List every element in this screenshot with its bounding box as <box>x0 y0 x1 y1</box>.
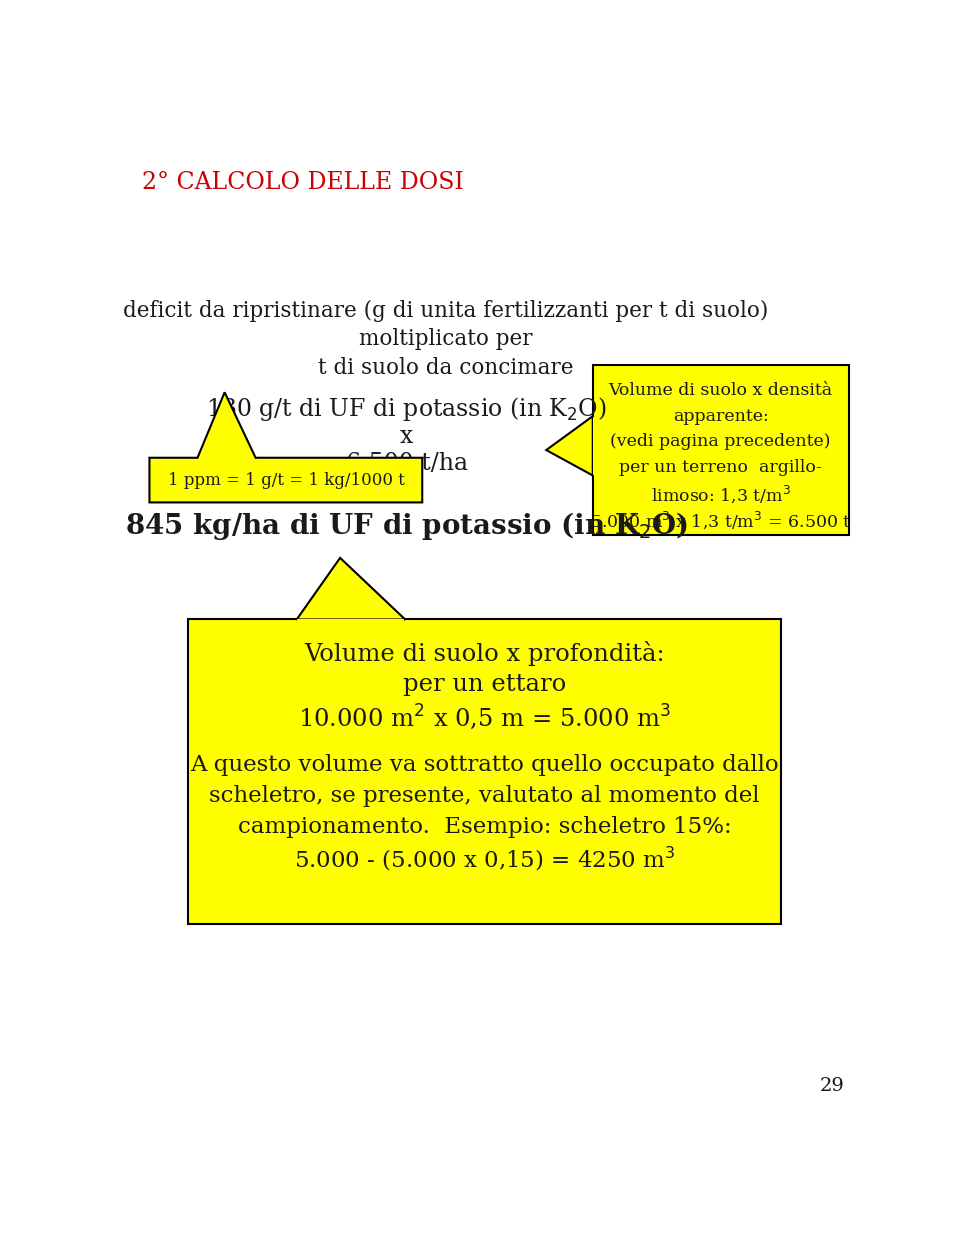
Text: 5.000 - (5.000 x 0,15) = 4250 m$^3$: 5.000 - (5.000 x 0,15) = 4250 m$^3$ <box>294 845 675 874</box>
Text: 29: 29 <box>820 1077 845 1096</box>
Text: scheletro, se presente, valutato al momento del: scheletro, se presente, valutato al mome… <box>209 785 760 807</box>
Text: deficit da ripristinare (g di unita fertilizzanti per t di suolo): deficit da ripristinare (g di unita fert… <box>123 300 768 322</box>
Text: apparente:: apparente: <box>673 408 769 424</box>
Text: per un ettaro: per un ettaro <box>403 674 566 696</box>
Polygon shape <box>150 392 422 503</box>
Text: 1 ppm = 1 g/t = 1 kg/1000 t: 1 ppm = 1 g/t = 1 kg/1000 t <box>168 472 405 488</box>
Text: t di suolo da concimare: t di suolo da concimare <box>318 357 573 379</box>
FancyBboxPatch shape <box>592 366 849 534</box>
Text: =: = <box>396 480 417 504</box>
Text: 845 kg/ha di UF di potassio (in K$_2$O): 845 kg/ha di UF di potassio (in K$_2$O) <box>125 510 688 542</box>
Text: Volume di suolo x profondità:: Volume di suolo x profondità: <box>304 641 665 666</box>
Polygon shape <box>546 416 592 475</box>
Text: 5.000 m$^3$ x 1,3 t/m$^3$ = 6.500 t: 5.000 m$^3$ x 1,3 t/m$^3$ = 6.500 t <box>589 509 852 530</box>
Text: 2° CALCOLO DELLE DOSI: 2° CALCOLO DELLE DOSI <box>142 171 464 195</box>
Text: A questo volume va sottratto quello occupato dallo: A questo volume va sottratto quello occu… <box>190 754 779 776</box>
Text: limoso: 1,3 t/m$^3$: limoso: 1,3 t/m$^3$ <box>651 484 791 505</box>
Polygon shape <box>297 558 405 619</box>
Text: 6.500 t/ha: 6.500 t/ha <box>346 452 468 475</box>
Text: moltiplicato per: moltiplicato per <box>359 328 532 351</box>
Text: per un terreno  argillo-: per un terreno argillo- <box>619 458 822 475</box>
Text: campionamento.  Esempio: scheletro 15%:: campionamento. Esempio: scheletro 15%: <box>238 816 732 837</box>
Polygon shape <box>298 619 404 623</box>
Text: Volume di suolo x densità: Volume di suolo x densità <box>609 382 832 399</box>
Text: 130 g/t di UF di potassio (in K$_2$O): 130 g/t di UF di potassio (in K$_2$O) <box>206 394 607 423</box>
FancyBboxPatch shape <box>188 619 781 924</box>
Polygon shape <box>592 417 595 474</box>
Text: 10.000 m$^2$ x 0,5 m = 5.000 m$^3$: 10.000 m$^2$ x 0,5 m = 5.000 m$^3$ <box>298 703 671 731</box>
Text: (vedi pagina precedente): (vedi pagina precedente) <box>611 433 830 451</box>
Text: x: x <box>400 426 414 448</box>
